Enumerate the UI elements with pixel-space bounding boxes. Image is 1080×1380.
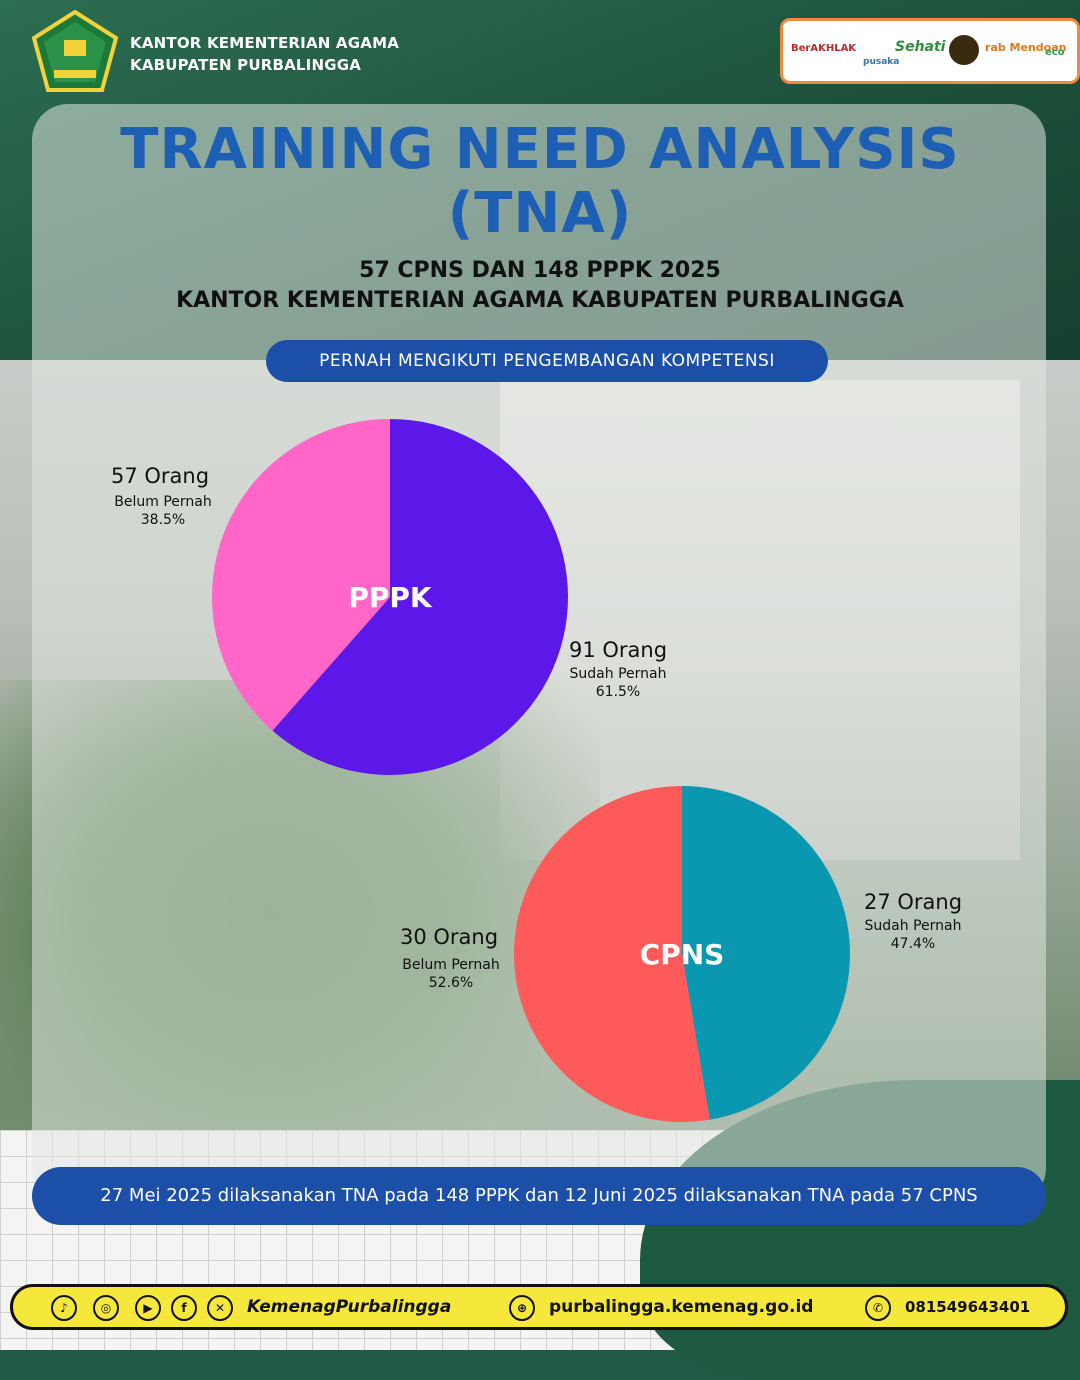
cpns-belum-count: 30 Orang bbox=[399, 925, 499, 949]
badge-pusaka: pusaka bbox=[863, 57, 900, 67]
cpns-slice-sudah bbox=[682, 786, 851, 1120]
cpns-sudah-percent: 47.4% bbox=[890, 936, 936, 952]
phone-number[interactable]: 081549643401 bbox=[905, 1298, 1031, 1316]
social-handle[interactable]: KemenagPurbalingga bbox=[247, 1297, 452, 1317]
youtube-icon[interactable]: ▶ bbox=[135, 1295, 161, 1321]
office-name-line2: KABUPATEN PURBALINGGA bbox=[130, 56, 362, 74]
office-name: KANTOR KEMENTERIAN AGAMA KABUPATEN PURBA… bbox=[130, 32, 399, 76]
badge-eco: eco bbox=[1045, 47, 1065, 58]
cpns-slice-belum bbox=[514, 786, 710, 1123]
cpns-sudah-label: Sudah Pernah bbox=[864, 918, 962, 934]
cpns-sudah-count: 27 Orang bbox=[863, 890, 963, 914]
pppk-sudah-label: Sudah Pernah bbox=[569, 666, 667, 682]
footer-note: 27 Mei 2025 dilaksanakan TNA pada 148 PP… bbox=[32, 1167, 1046, 1225]
partner-badges: BerAKHLAK pusaka Sehati rab Mendoan eco bbox=[780, 18, 1080, 84]
cpns-chart-title: CPNS bbox=[640, 938, 725, 971]
pppk-sudah-count: 91 Orang bbox=[568, 638, 668, 662]
whatsapp-icon: ✆ bbox=[865, 1295, 891, 1321]
facebook-icon[interactable]: f bbox=[171, 1295, 197, 1321]
office-name-line1: KANTOR KEMENTERIAN AGAMA bbox=[130, 34, 399, 52]
pppk-belum-label: Belum Pernah bbox=[114, 494, 212, 510]
question-pill: PERNAH MENGIKUTI PENGEMBANGAN KOMPETENSI bbox=[266, 340, 828, 382]
pppk-belum-percent: 38.5% bbox=[140, 512, 186, 528]
pppk-chart-title: PPPK bbox=[348, 581, 433, 614]
pie-charts: PPPK CPNS bbox=[211, 419, 851, 1123]
kemenag-logo-icon bbox=[31, 10, 119, 92]
title-line1: TRAINING NEED ANALYSIS bbox=[120, 117, 960, 182]
page-subtitle: 57 CPNS DAN 148 PPPK 2025 KANTOR KEMENTE… bbox=[0, 256, 1080, 316]
cpns-belum-percent: 52.6% bbox=[428, 975, 474, 991]
badge-berakhlak: BerAKHLAK bbox=[791, 43, 857, 54]
subtitle-line1: 57 CPNS DAN 148 PPPK 2025 bbox=[359, 258, 721, 283]
subtitle-line2: KANTOR KEMENTERIAN AGAMA KABUPATEN PURBA… bbox=[176, 288, 904, 313]
pppk-sudah-percent: 61.5% bbox=[595, 684, 641, 700]
contact-bar: ♪ ◎ ▶ f ✕ KemenagPurbalingga ⊕ purbaling… bbox=[10, 1284, 1068, 1330]
badge-sehati: Sehati bbox=[895, 39, 946, 55]
x-icon[interactable]: ✕ bbox=[207, 1295, 233, 1321]
pppk-slice-sudah bbox=[272, 419, 568, 776]
pppk-belum-count: 57 Orang bbox=[110, 464, 210, 488]
website-link[interactable]: purbalingga.kemenag.go.id bbox=[549, 1297, 814, 1317]
page-title: TRAINING NEED ANALYSIS (TNA) bbox=[0, 118, 1080, 246]
pppk-slice-belum bbox=[211, 419, 390, 731]
title-line2: (TNA) bbox=[447, 181, 633, 246]
tiktok-icon[interactable]: ♪ bbox=[51, 1295, 77, 1321]
seal-icon bbox=[949, 35, 979, 65]
globe-icon: ⊕ bbox=[509, 1295, 535, 1321]
instagram-icon[interactable]: ◎ bbox=[93, 1295, 119, 1321]
cpns-belum-label: Belum Pernah bbox=[402, 957, 500, 973]
badge-mendoan: rab Mendoan bbox=[985, 41, 1067, 54]
